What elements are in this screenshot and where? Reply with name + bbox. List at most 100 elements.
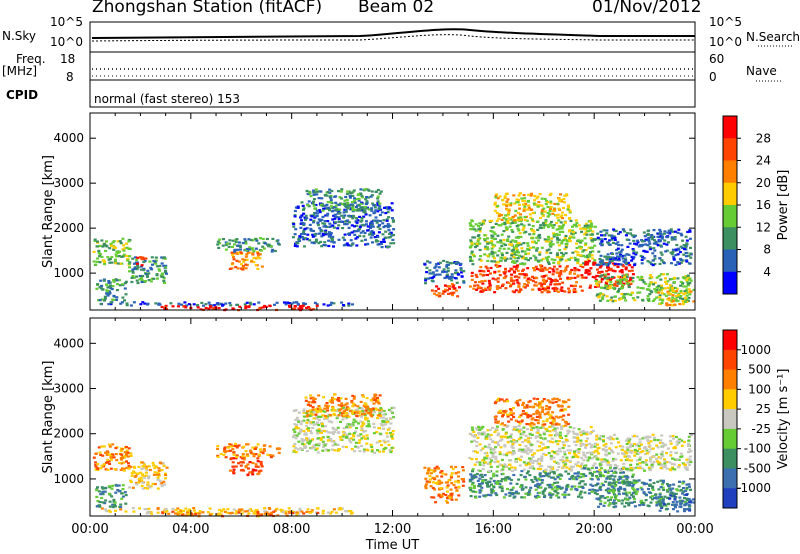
date-label: 01/Nov/2012 bbox=[592, 0, 702, 17]
velocity-colorbar-tick-6: -500 bbox=[744, 461, 771, 475]
velocity-region-17 bbox=[658, 492, 696, 513]
power-region-13 bbox=[468, 219, 597, 266]
power-region-9 bbox=[305, 188, 383, 212]
freq-unit: [MHz] bbox=[2, 64, 38, 78]
velocity-colorbar-swatch-5 bbox=[723, 428, 737, 450]
velocity-colorbar-swatch-1 bbox=[723, 349, 737, 371]
velocity-xtick-label-6: 00:00 bbox=[676, 522, 713, 537]
power-colorbar: 4 8 12 16 20 24 28 Power [dB] bbox=[722, 115, 791, 295]
velocity-region-2 bbox=[128, 461, 169, 490]
power-colorbar-tick-6: 28 bbox=[756, 131, 771, 145]
velocity-region-9 bbox=[430, 488, 461, 504]
power-colorbar-tick-3: 16 bbox=[756, 198, 771, 212]
velocity-xtick-label-5: 20:00 bbox=[575, 522, 612, 537]
velocity-region-3 bbox=[100, 507, 354, 515]
velocity-xlabel: Time UT bbox=[365, 538, 419, 553]
power-region-17 bbox=[594, 228, 693, 267]
freq-tick-bottom: 8 bbox=[66, 70, 74, 84]
velocity-ytick-label-2: 3000 bbox=[53, 382, 84, 396]
velocity-colorbar-tick-4: -25 bbox=[751, 422, 771, 436]
power-colorbar-tick-2: 12 bbox=[756, 220, 771, 234]
power-region-11 bbox=[423, 259, 466, 285]
velocity-ylabel: Slant Range [km] bbox=[41, 361, 56, 474]
power-colorbar-swatch-5 bbox=[723, 227, 737, 250]
velocity-colorbar-swatch-6 bbox=[723, 448, 737, 469]
power-colorbar-swatch-4 bbox=[723, 205, 737, 228]
velocity-region-7 bbox=[291, 406, 396, 454]
velocity-region-12 bbox=[468, 424, 597, 473]
velocity-region-16 bbox=[594, 433, 693, 472]
cpid-panel bbox=[89, 79, 696, 108]
power-region-18 bbox=[657, 286, 696, 307]
power-ylabel: Slant Range [km] bbox=[41, 155, 56, 268]
nsearch-tick-bottom: 10^0 bbox=[709, 35, 742, 49]
velocity-region-10 bbox=[423, 465, 466, 490]
velocity-ytick-label-0: 1000 bbox=[53, 472, 84, 486]
velocity-colorbar-tick-2: 100 bbox=[748, 382, 771, 396]
velocity-xtick-label-0: 00:00 bbox=[71, 522, 108, 537]
power-region-10 bbox=[430, 282, 461, 298]
velocity-ytick-label-3: 4000 bbox=[53, 336, 84, 350]
power-colorbar-swatch-2 bbox=[723, 160, 737, 184]
cpid-text: normal (fast stereo) 153 bbox=[94, 92, 241, 106]
nsky-panel bbox=[89, 21, 696, 53]
beam-label: Beam 02 bbox=[358, 0, 435, 17]
power-region-1 bbox=[95, 278, 128, 302]
velocity-colorbar-swatch-0 bbox=[723, 330, 737, 351]
velocity-colorbar-swatch-3 bbox=[723, 389, 737, 410]
power-colorbar-label: Power [dB] bbox=[776, 170, 791, 241]
freq-panel bbox=[89, 51, 696, 81]
velocity-colorbar-swatch-2 bbox=[723, 369, 737, 390]
nsky-tick-bottom: 10^0 bbox=[50, 35, 83, 49]
station-title: Zhongshan Station (fitACF) bbox=[92, 0, 323, 17]
velocity-colorbar-tick-5: -100 bbox=[744, 442, 771, 456]
velocity-xtick-label-2: 08:00 bbox=[273, 522, 310, 537]
power-region-7 bbox=[216, 237, 281, 253]
power-colorbar-swatch-6 bbox=[723, 249, 737, 273]
velocity-colorbar: 1000 500 100 25 -25 -100 -500 -1000 Velocity [m … bbox=[722, 329, 791, 509]
power-colorbar-tick-0: 4 bbox=[763, 265, 771, 279]
velocity-region-1 bbox=[95, 483, 128, 509]
velocity-colorbar-swatch-7 bbox=[723, 468, 737, 489]
nave-tick-top: 60 bbox=[709, 52, 725, 66]
freq-tick-top: 18 bbox=[60, 52, 76, 66]
power-region-14 bbox=[493, 192, 572, 222]
power-ytick-label-1: 2000 bbox=[53, 221, 84, 235]
power-region-0 bbox=[92, 237, 132, 266]
velocity-region-0 bbox=[92, 443, 133, 472]
power-frame bbox=[89, 112, 696, 311]
velocity-region-5 bbox=[229, 456, 264, 477]
cpid-label: CPID bbox=[6, 88, 39, 102]
power-colorbar-tick-4: 20 bbox=[756, 176, 771, 190]
power-region-6 bbox=[228, 251, 264, 271]
power-colorbar-tick-1: 8 bbox=[763, 243, 771, 257]
nsky-label: N.Sky bbox=[2, 29, 37, 43]
power-colorbar-tick-5: 24 bbox=[756, 154, 771, 168]
velocity-colorbar-tick-7: -1000 bbox=[736, 481, 771, 495]
velocity-region-11 bbox=[468, 470, 584, 499]
power-colorbar-swatch-0 bbox=[723, 116, 737, 139]
power-region-8 bbox=[291, 201, 396, 249]
velocity-region-14 bbox=[581, 466, 635, 495]
velocity-region-8 bbox=[304, 393, 383, 418]
power-colorbar-swatch-1 bbox=[723, 138, 737, 161]
nsearch-label: N.Search bbox=[746, 30, 800, 44]
velocity-colorbar-tick-3: 25 bbox=[756, 402, 771, 416]
velocity-region-6 bbox=[216, 442, 282, 459]
power-region-2 bbox=[128, 256, 168, 285]
velocity-colorbar-swatch-8 bbox=[723, 488, 737, 509]
velocity-colorbar-tick-1: 500 bbox=[748, 363, 771, 377]
velocity-xtick-label-3: 12:00 bbox=[374, 522, 411, 537]
freq-label: Freq. bbox=[16, 52, 46, 66]
power-colorbar-swatch-3 bbox=[723, 182, 737, 206]
power-panel: 1000 2000 3000 4000 Slant Range [km] 4 8 12 16 20… bbox=[41, 112, 791, 312]
velocity-xtick-label-1: 04:00 bbox=[172, 522, 209, 537]
nsearch-tick-top: 10^5 bbox=[709, 15, 742, 29]
power-ytick-label-3: 4000 bbox=[53, 131, 84, 145]
power-colorbar-swatch-7 bbox=[723, 271, 737, 295]
velocity-colorbar-swatch-4 bbox=[723, 409, 737, 430]
velocity-ytick-label-1: 2000 bbox=[53, 427, 84, 441]
nave-label: Nave bbox=[746, 64, 777, 78]
velocity-colorbar-tick-0: 1000 bbox=[740, 343, 771, 357]
